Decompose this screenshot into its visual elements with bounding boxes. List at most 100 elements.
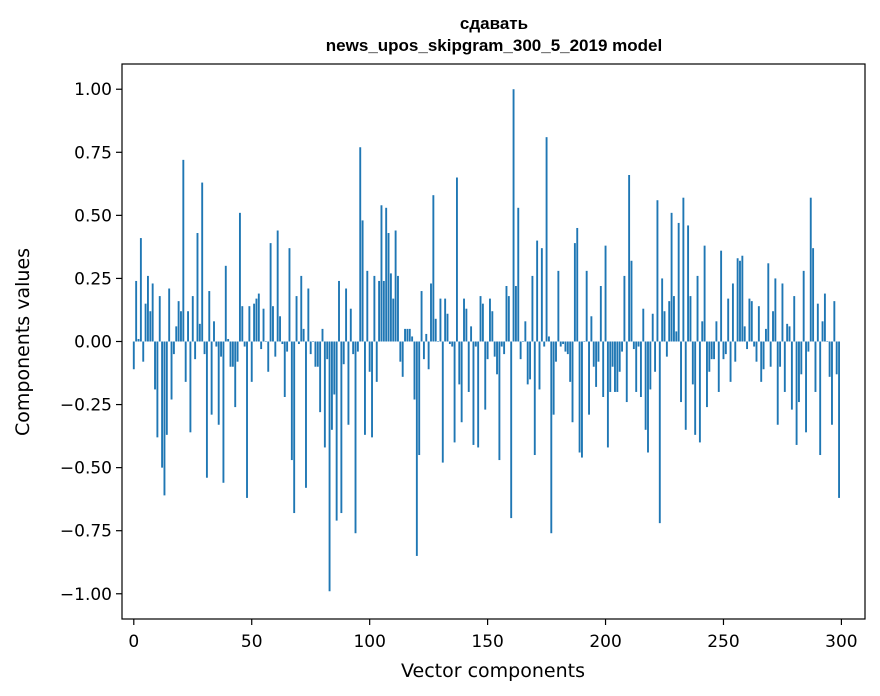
bar — [720, 250, 723, 342]
y-axis-label: Components values — [12, 248, 34, 436]
bar — [264, 341, 267, 342]
bar — [748, 298, 751, 342]
bar — [809, 197, 812, 342]
bar — [309, 341, 312, 355]
bar — [302, 328, 305, 342]
bar — [444, 298, 447, 342]
bar — [689, 296, 692, 342]
bar — [300, 275, 303, 342]
bar — [821, 321, 824, 342]
bar — [260, 341, 263, 350]
bar — [175, 326, 178, 342]
y-tick-label: −0.75 — [60, 522, 112, 542]
bar — [467, 341, 470, 392]
bar — [293, 341, 296, 514]
bar — [323, 341, 326, 448]
bar — [503, 341, 506, 355]
bar — [826, 341, 829, 342]
bar — [189, 341, 192, 433]
bar — [418, 341, 421, 456]
bar — [753, 341, 756, 347]
bar — [345, 288, 348, 342]
bar — [297, 341, 300, 345]
bar — [630, 260, 633, 342]
bar — [694, 341, 697, 435]
bar — [380, 205, 383, 342]
bar — [675, 331, 678, 342]
bar — [687, 225, 690, 342]
bar — [413, 341, 416, 400]
bar — [165, 341, 168, 435]
bar — [401, 341, 404, 377]
bar — [333, 341, 336, 395]
y-tick-label: −0.50 — [60, 459, 112, 479]
bar — [170, 341, 173, 400]
bar — [132, 341, 135, 370]
bar — [670, 212, 673, 342]
bar — [203, 341, 206, 355]
bar — [248, 306, 251, 342]
bar — [656, 200, 659, 342]
bar — [550, 341, 553, 534]
bar — [739, 260, 741, 342]
bar — [290, 341, 293, 461]
bar — [522, 341, 524, 342]
bar — [682, 197, 685, 342]
bar — [710, 341, 713, 360]
bar — [279, 316, 281, 342]
bar — [269, 243, 272, 342]
bar — [158, 296, 161, 342]
bar — [734, 341, 737, 362]
bar — [713, 341, 715, 360]
bar — [257, 293, 260, 342]
bar — [781, 283, 784, 342]
bar — [316, 341, 319, 367]
bar — [208, 291, 211, 342]
bar — [224, 265, 227, 342]
bar — [602, 341, 605, 397]
bar — [691, 341, 694, 385]
bar — [321, 328, 324, 342]
bar — [335, 341, 338, 521]
bar — [562, 341, 565, 345]
bar — [658, 341, 661, 524]
x-axis-label: Vector components — [401, 660, 585, 682]
bar — [394, 230, 397, 342]
bar — [816, 303, 819, 342]
bar — [314, 341, 317, 367]
bar — [639, 341, 642, 397]
bar — [382, 280, 385, 342]
bar — [234, 341, 237, 408]
x-tick-label: 100 — [353, 632, 385, 652]
bar — [519, 341, 522, 360]
bar — [715, 321, 718, 342]
bar — [144, 303, 147, 342]
bar — [507, 296, 510, 342]
bar — [701, 321, 704, 342]
bar — [814, 341, 817, 392]
bar — [387, 233, 390, 342]
bar — [147, 275, 149, 342]
bar — [736, 258, 739, 342]
bar — [543, 341, 546, 347]
bar — [253, 303, 256, 342]
bar — [220, 341, 223, 357]
bar — [215, 341, 218, 347]
bar — [312, 341, 314, 342]
bar — [746, 341, 749, 350]
bar — [555, 341, 557, 362]
bar — [585, 270, 588, 342]
bar — [149, 311, 152, 342]
bar — [743, 326, 746, 342]
bar — [191, 296, 194, 342]
bar — [793, 296, 796, 342]
bar — [399, 341, 402, 362]
bar — [491, 311, 494, 342]
bar — [238, 212, 241, 342]
bar — [408, 328, 411, 342]
bar — [437, 341, 440, 342]
bar — [375, 341, 378, 382]
chart-subtitle: news_upos_skipgram_300_5_2019 model — [326, 36, 662, 55]
bar — [432, 195, 435, 342]
bar — [288, 248, 291, 342]
